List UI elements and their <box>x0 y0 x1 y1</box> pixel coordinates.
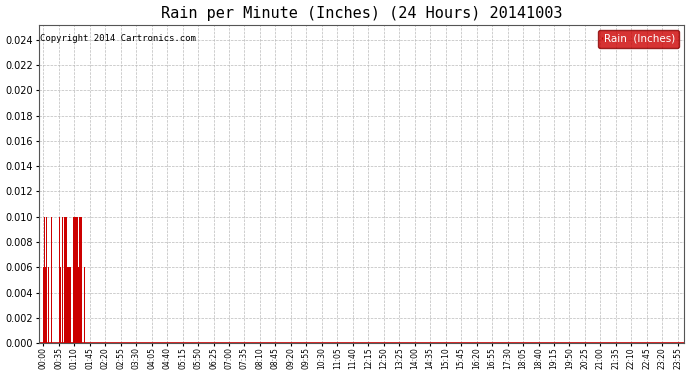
Legend: Rain  (Inches): Rain (Inches) <box>598 30 679 48</box>
Text: Copyright 2014 Cartronics.com: Copyright 2014 Cartronics.com <box>40 34 196 43</box>
Title: Rain per Minute (Inches) (24 Hours) 20141003: Rain per Minute (Inches) (24 Hours) 2014… <box>161 6 562 21</box>
